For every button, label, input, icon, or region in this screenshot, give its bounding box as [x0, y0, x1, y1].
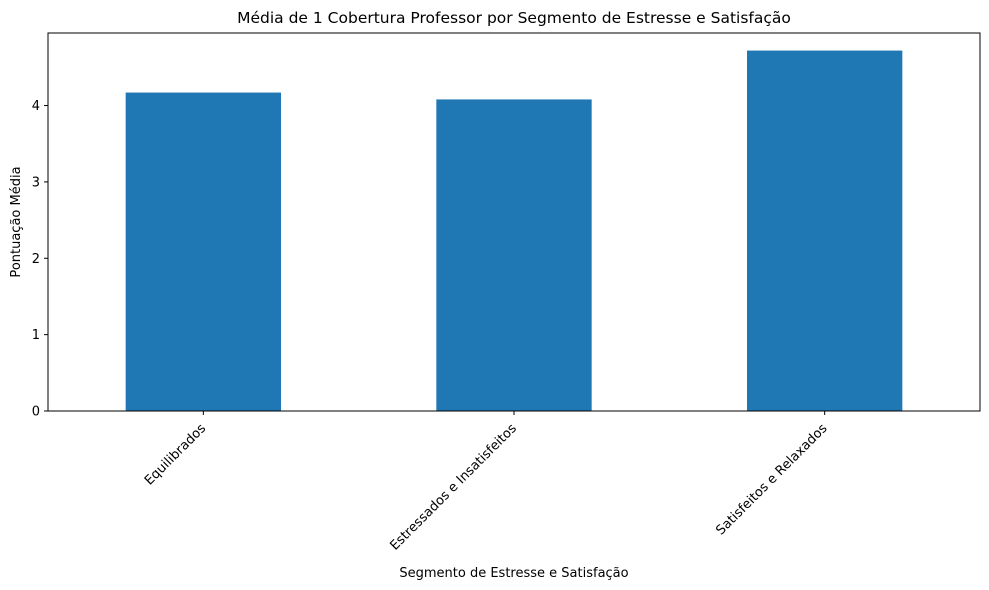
bar-2 — [436, 99, 592, 411]
x-axis: Equilibrados Estressados e Insatisfeitos S… — [142, 411, 831, 554]
y-tick-label: 0 — [32, 405, 40, 420]
bars-group — [125, 50, 903, 412]
bar-3 — [747, 50, 903, 412]
y-axis: 0 1 2 3 4 — [32, 99, 48, 420]
y-tick-label: 3 — [32, 175, 40, 190]
y-axis-label: Pontuação Média — [9, 166, 24, 277]
bar-1 — [125, 92, 282, 412]
y-tick-label: 1 — [32, 328, 40, 343]
x-tick-label: Satisfeitos e Relaxados — [713, 421, 830, 538]
x-axis-label: Segmento de Estresse e Satisfação — [399, 566, 628, 581]
y-tick-label: 2 — [32, 252, 40, 267]
x-tick-label: Estressados e Insatisfeitos — [387, 421, 520, 554]
chart-title: Média de 1 Cobertura Professor por Segme… — [237, 9, 791, 27]
y-tick-label: 4 — [32, 99, 40, 114]
x-tick-label: Equilibrados — [142, 421, 209, 488]
